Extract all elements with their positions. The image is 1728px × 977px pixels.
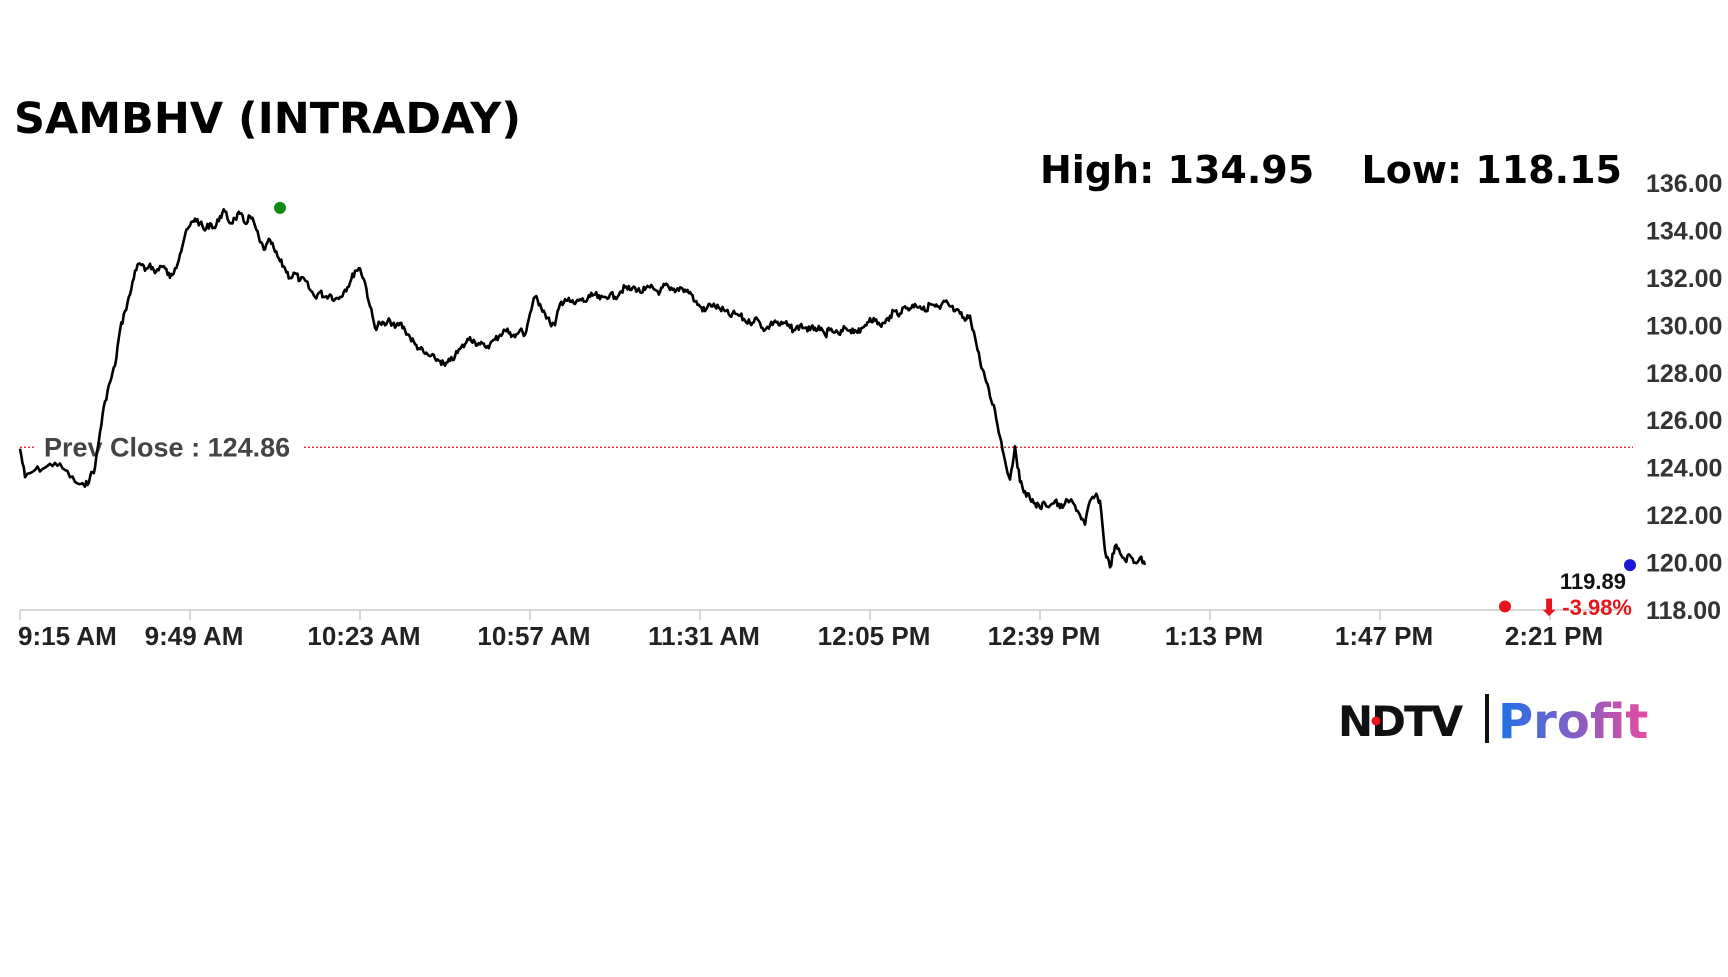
y-axis: 136.00 134.00 132.00 130.00 128.00 126.00 124.… [1646,170,1722,625]
price-series-line [18,208,1147,569]
x-tick-label: 1:47 PM [1335,621,1433,651]
x-tick-label: 10:57 AM [477,621,590,651]
down-arrow-icon: ⬇ [1540,595,1558,620]
y-tick-label: 132.00 [1646,265,1722,293]
logo-profit: Profit [1498,694,1648,750]
x-tick-label: 9:49 AM [145,621,244,651]
prev-close-label-bg [34,431,304,462]
low-marker [1499,600,1511,613]
change-percent-value: -3.98% [1562,595,1632,620]
x-tick-label: 1:13 PM [1165,621,1263,651]
x-tick-label: 10:23 AM [307,621,420,651]
y-tick-label: 128.00 [1646,360,1722,388]
x-tick-label: 11:31 AM [648,621,760,651]
x-tick-label: 12:05 PM [818,621,931,651]
prev-close-label: Prev Close : 124.86 [44,432,290,462]
last-price-marker [1624,559,1636,572]
y-tick-label: 130.00 [1646,312,1722,340]
y-tick-label: 136.00 [1646,170,1722,198]
y-tick-label: 124.00 [1646,455,1722,483]
x-axis: 9:15 AM 9:49 AM 10:23 AM 10:57 AM 11:31 AM 12… [18,609,1630,651]
x-tick-label: 9:15 AM [18,621,117,651]
high-label: High: 134.95 [1040,148,1314,192]
y-tick-label: 126.00 [1646,407,1722,435]
y-tick-label: 134.00 [1646,217,1722,245]
y-tick-label: 118.00 [1646,597,1721,625]
low-label: Low: 118.15 [1362,148,1623,192]
logo-ndtv: NDTV [1338,697,1464,746]
x-tick-label: 2:21 PM [1505,621,1603,651]
chart-title: SAMBHV (INTRADAY) [14,94,521,144]
change-percent-label: ⬇ -3.98% [1540,595,1632,620]
logo-red-dot [1371,716,1381,726]
y-tick-label: 122.00 [1646,502,1722,530]
logo-divider [1485,694,1489,743]
y-tick-label: 120.00 [1646,550,1722,578]
ndtv-profit-logo: NDTV Profit [1338,694,1648,750]
x-tick-label: 12:39 PM [988,621,1101,651]
high-marker [274,201,286,214]
last-price-label: 119.89 [1560,569,1626,594]
